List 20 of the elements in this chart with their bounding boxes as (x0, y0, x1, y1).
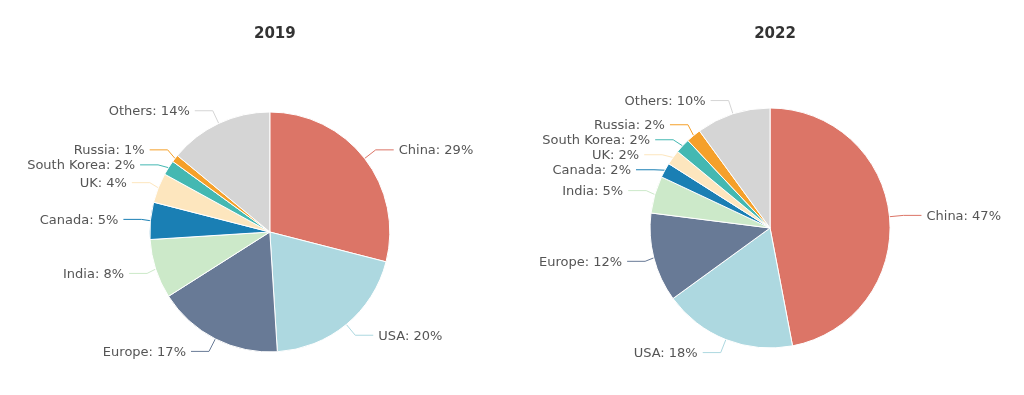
slice-label: China: 47% (926, 207, 1001, 223)
slice-label: Europe: 12% (538, 253, 623, 269)
slice-label: India: 5% (562, 183, 624, 199)
slice-label: Others: 14% (108, 103, 190, 119)
slice-label: Russia: 1% (73, 142, 145, 158)
slice-label: Canada: 5% (39, 211, 119, 227)
slice-label: Russia: 2% (594, 117, 665, 133)
slice-label: Others: 10% (624, 93, 706, 109)
chart-title: 2019 (253, 23, 296, 42)
slice-label: Europe: 17% (102, 343, 186, 359)
slice-label: Canada: 2% (552, 162, 631, 178)
slice-label: South Korea: 2% (27, 157, 136, 173)
slice-label: China: 29% (398, 142, 474, 158)
slice-label: South Korea: 2% (542, 132, 651, 148)
slice-label: USA: 20% (378, 327, 443, 343)
slice-label: USA: 18% (633, 345, 698, 361)
slice-label: UK: 4% (79, 175, 127, 191)
slice-label: UK: 2% (592, 147, 640, 163)
slice-label: India: 8% (63, 265, 125, 281)
chart-title: 2022 (754, 23, 796, 42)
